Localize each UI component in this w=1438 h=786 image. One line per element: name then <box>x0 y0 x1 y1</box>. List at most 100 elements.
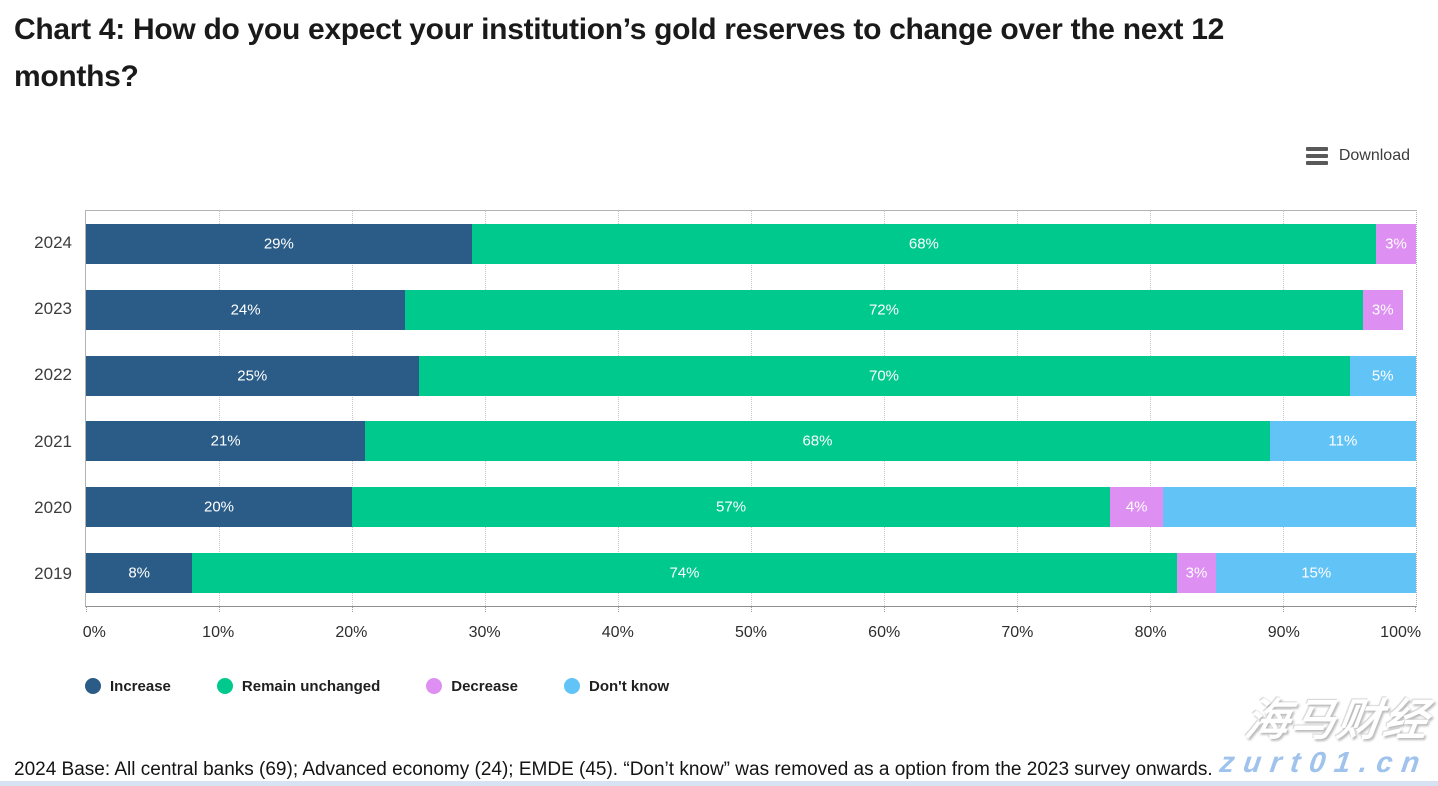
bar-segment-increase: 24% <box>86 289 406 330</box>
bar-value-label: 68% <box>908 235 939 253</box>
plot-area: 29% 68% 3% 24% 72% 3% 25% 70% 5% 21% 68% 11% 20% 57% 4… <box>85 210 1417 612</box>
bar-value-label: 20% <box>203 498 235 516</box>
stacked-bar-2024: 29% 68% 3% <box>86 223 1416 264</box>
bar-segment-decrease: 3% <box>1362 289 1403 330</box>
gridline <box>618 211 619 606</box>
legend-swatch-don-t-know <box>563 678 580 694</box>
x-axis-tick-mark <box>86 606 87 612</box>
menu-icon <box>1305 147 1328 165</box>
bar-segment-remain-unchanged: 57% <box>352 487 1111 528</box>
bar-row-2023: 24% 72% 3% <box>86 277 1416 343</box>
legend-item-decrease[interactable]: Decrease <box>426 678 518 695</box>
bar-value-label: 15% <box>1301 564 1332 582</box>
bar-value-label: 21% <box>210 432 241 450</box>
bar-value-label: 3% <box>1385 235 1407 253</box>
bar-segment-don-t-know: 5% <box>1349 355 1416 396</box>
bar-row-2020: 20% 57% 4% <box>86 474 1416 540</box>
stacked-bar-2020: 20% 57% 4% <box>86 487 1416 528</box>
x-axis-tick-label: 50% <box>734 624 768 641</box>
y-axis-label-2021: 2021 <box>34 431 72 451</box>
x-axis-tick-mark <box>485 606 486 612</box>
y-axis-label-2022: 2022 <box>34 365 72 385</box>
watermark-domain: zurt01.cn <box>1217 747 1431 779</box>
download-label: Download <box>1338 147 1410 164</box>
bar-segment-don-t-know: 11% <box>1269 421 1416 462</box>
bar-value-label: 5% <box>1371 367 1394 385</box>
bar-rows: 29% 68% 3% 24% 72% 3% 25% 70% 5% 21% 68% 11% 20% 57% 4… <box>86 211 1416 606</box>
legend: Increase Remain unchanged Decrease Don't kn… <box>85 674 669 698</box>
x-axis-tick-label: 40% <box>601 624 634 641</box>
x-axis-tick-label: 30% <box>468 624 501 641</box>
stacked-bar-2021: 21% 68% 11% <box>86 421 1416 462</box>
x-axis-tick-label: 70% <box>1001 624 1034 641</box>
gridline <box>884 211 885 606</box>
y-axis-label-2024: 2024 <box>34 233 72 253</box>
gridline <box>352 211 353 606</box>
bar-value-label: 3% <box>1371 301 1394 319</box>
bar-value-label: 3% <box>1185 564 1208 582</box>
legend-label: Don't know <box>588 677 670 695</box>
bar-value-label: 70% <box>868 367 900 385</box>
y-axis-label-2019: 2019 <box>34 563 72 583</box>
x-axis-tick-mark <box>751 606 752 612</box>
bar-value-label: 74% <box>669 564 700 582</box>
stacked-bar-2022: 25% 70% 5% <box>86 355 1416 396</box>
x-axis-tick-label: 90% <box>1267 624 1300 641</box>
x-axis-tick-mark <box>1017 606 1018 612</box>
download-button[interactable]: Download <box>1305 142 1410 170</box>
bar-segment-remain-unchanged: 68% <box>365 421 1270 462</box>
bar-segment-remain-unchanged: 74% <box>192 553 1177 594</box>
bar-segment-increase: 25% <box>86 355 419 396</box>
bar-segment-don-t-know <box>1163 487 1416 528</box>
x-axis-tick-label: 10% <box>202 624 235 641</box>
bar-value-label: 72% <box>868 301 899 319</box>
legend-swatch-decrease <box>426 678 443 694</box>
bar-row-2024: 29% 68% 3% <box>86 211 1416 277</box>
x-axis-tick-mark <box>1150 606 1151 612</box>
chart-title: Chart 4: How do you expect your institut… <box>14 13 1225 93</box>
x-axis-tick-mark <box>884 606 885 612</box>
footer-note: 2024 Base: All central banks (69); Advan… <box>14 759 1213 780</box>
legend-item-remain-unchanged[interactable]: Remain unchanged <box>216 678 380 695</box>
bar-segment-decrease: 3% <box>1176 553 1217 594</box>
x-axis-tick-mark <box>1283 606 1284 612</box>
bar-segment-remain-unchanged: 68% <box>471 223 1377 264</box>
legend-swatch-increase <box>85 678 101 694</box>
gridline <box>1017 211 1018 606</box>
bottom-divider <box>0 781 1438 786</box>
x-axis-tick-label: 100% <box>1380 624 1422 641</box>
y-axis-labels: 2024 2023 2022 2021 2020 2019 <box>0 210 72 607</box>
x-axis-tick-mark <box>618 606 619 612</box>
y-axis-label-2020: 2020 <box>34 497 72 517</box>
x-axis-tick-label: 80% <box>1134 624 1167 641</box>
legend-item-increase[interactable]: Increase <box>85 678 171 695</box>
stacked-bar-2019: 8% 74% 3% 15% <box>86 553 1416 594</box>
legend-swatch-remain-unchanged <box>216 678 233 694</box>
bar-row-2021: 21% 68% 11% <box>86 408 1416 474</box>
watermark-brand: 海马财经 <box>1241 696 1433 745</box>
bar-value-label: 24% <box>230 301 261 319</box>
bar-value-label: 68% <box>802 432 833 450</box>
x-axis-tick-label: 20% <box>335 624 368 641</box>
gridline <box>1283 211 1284 606</box>
bar-row-2022: 25% 70% 5% <box>86 343 1416 409</box>
bar-value-label: 57% <box>716 498 747 516</box>
bar-segment-decrease: 4% <box>1110 487 1164 528</box>
x-axis-tick-mark <box>352 606 353 612</box>
bar-segment-remain-unchanged: 70% <box>418 355 1350 396</box>
y-axis-label-2023: 2023 <box>34 299 72 319</box>
bar-segment-increase: 29% <box>86 223 472 264</box>
legend-item-don-t-know[interactable]: Don't know <box>563 677 670 695</box>
stacked-bar-2023: 24% 72% 3% <box>86 289 1416 330</box>
gridline <box>485 211 486 606</box>
bar-segment-don-t-know: 15% <box>1216 553 1416 594</box>
bar-segment-increase: 20% <box>86 487 352 528</box>
x-axis: 0% 10% 20% 30% 40% 50% 60% 70% 80% 90% 100% <box>83 624 1421 648</box>
x-axis-tick-label: 60% <box>868 624 901 641</box>
bar-value-label: 4% <box>1125 498 1148 516</box>
gridline <box>1150 211 1151 606</box>
bar-value-label: 29% <box>263 235 294 253</box>
legend-label: Increase <box>110 677 171 695</box>
legend-label: Decrease <box>451 677 518 695</box>
bar-value-label: 8% <box>128 564 151 582</box>
